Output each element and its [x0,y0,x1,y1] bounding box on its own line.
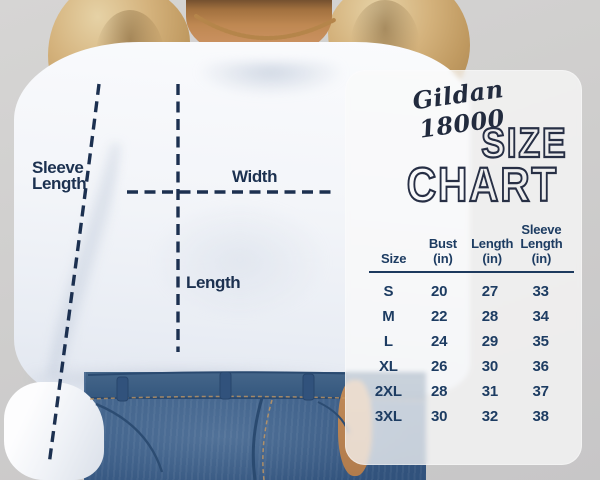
chest-fold [150,200,330,320]
table-cell: 27 [481,283,499,300]
size-chart-panel: Gildan 18000 SIZE CHART Size Bust (in) L… [345,70,582,465]
table-cell: 35 [532,333,549,350]
table-cell: 29 [481,333,499,350]
collar-shadow [196,62,346,96]
table-cell: 38 [532,408,549,425]
column-header-length: Length (in) [471,236,514,266]
table-cell: 31 [481,383,499,400]
table-cell: L [383,333,393,350]
table-cell: 30 [481,358,499,375]
table-row: L 24 29 35 [363,329,566,354]
table-cell: 26 [430,358,448,375]
size-title: SIZE [480,119,567,166]
size-table: Size Bust (in) Length (in) Sleeve Length… [345,210,582,429]
table-cell: 22 [430,308,448,325]
length-label: Length [186,273,241,292]
table-cell: S [383,283,394,300]
sleeve-length-label: Sleeve Length [32,158,87,194]
column-header-size: Size [381,250,407,266]
table-row: M 22 28 34 [363,304,566,329]
table-cell: 36 [532,358,549,375]
table-cell: 2XL [374,383,402,400]
necklace [193,13,337,41]
table-row: 2XL 28 31 37 [363,379,566,404]
table-cell: 3XL [374,408,402,425]
column-header-bust: Bust (in) [428,236,457,266]
table-cell: XL [378,358,398,375]
table-cell: 34 [532,308,549,325]
table-cell: 24 [430,333,448,350]
sleeve-cuff [4,382,104,480]
column-header-sleeve: Sleeve Length (in) [520,222,563,266]
table-row: XL 26 30 36 [363,354,566,379]
table-row: S 20 27 33 [363,279,566,304]
table-cell: 33 [532,283,549,300]
table-cell: 32 [481,408,499,425]
table-cell: 28 [481,308,499,325]
table-cell: 37 [532,383,549,400]
table-header-row: Size Bust (in) Length (in) Sleeve Length… [369,210,574,273]
chart-title: CHART [406,159,558,212]
table-cell: 30 [430,408,448,425]
table-cell: 20 [430,283,448,300]
table-cell: M [382,308,395,325]
width-label: Width [232,167,278,186]
table-row: 3XL 30 32 38 [363,404,566,429]
table-body: S 20 27 33 M 22 28 34 L 24 29 35 [345,273,582,429]
table-cell: 28 [430,383,448,400]
